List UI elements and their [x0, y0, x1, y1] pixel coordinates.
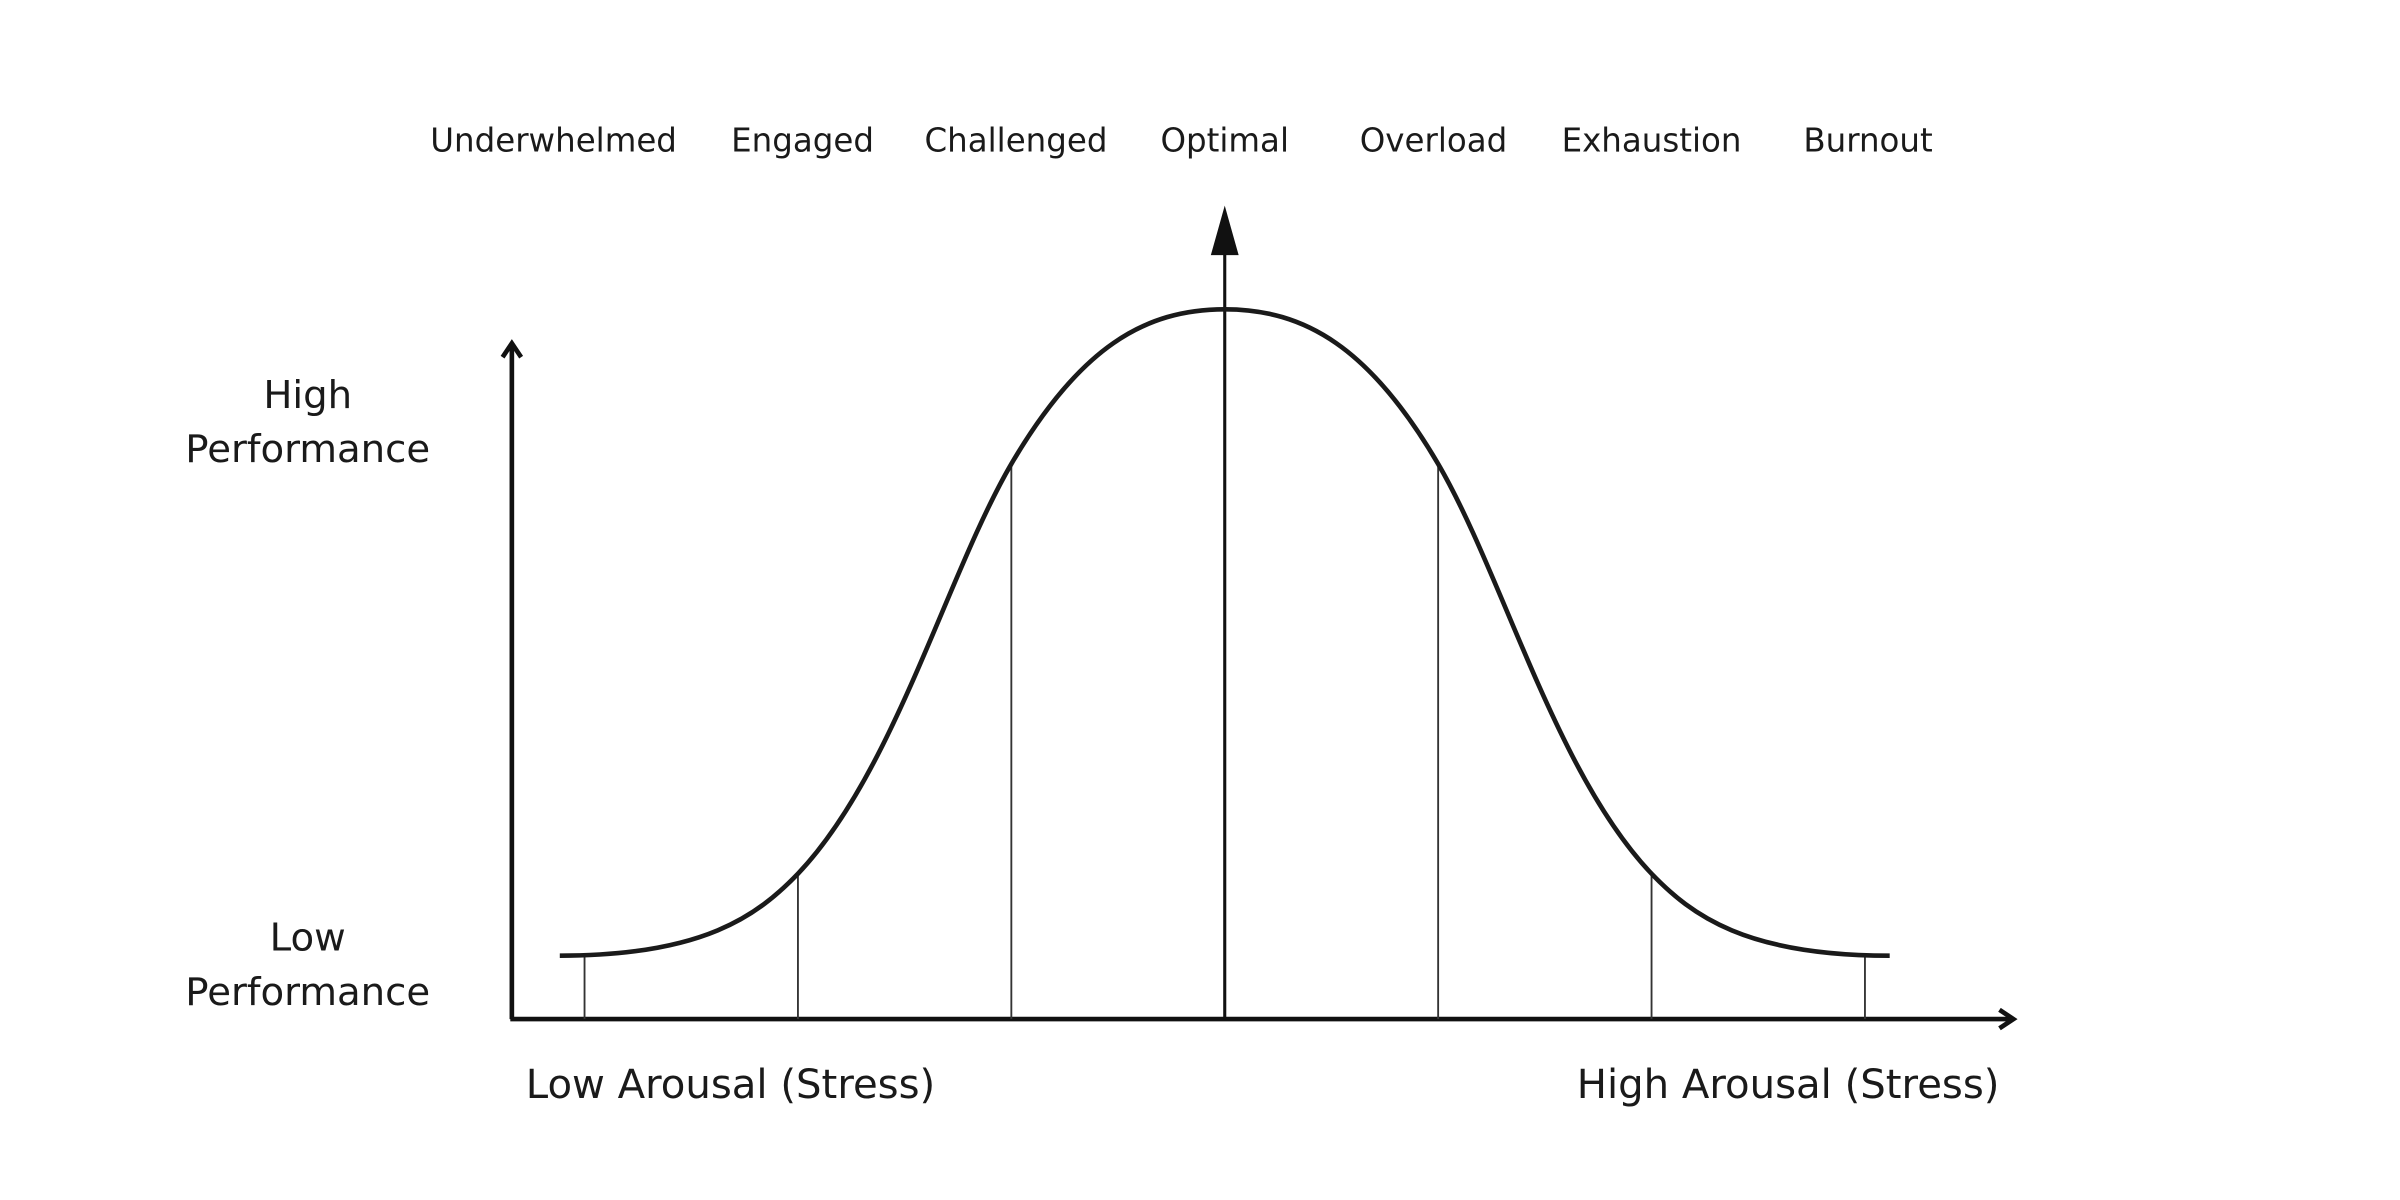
- performance-curve: [559, 306, 1890, 958]
- zone-label: Exhaustion: [1562, 121, 1742, 159]
- x-high-label: High Arousal (Stress): [1577, 1062, 2000, 1108]
- y-low-label: Performance: [185, 970, 430, 1015]
- zone-label: Engaged: [731, 121, 874, 159]
- y-low-label: Low: [270, 916, 346, 961]
- zone-label: Burnout: [1803, 121, 1932, 159]
- zone-label: Challenged: [925, 121, 1108, 159]
- zone-label: Overload: [1360, 121, 1508, 159]
- zone-label: Underwhelmed: [430, 121, 677, 159]
- y-high-label: High: [263, 373, 352, 418]
- optimal-arrow: [1210, 205, 1239, 256]
- y-high-label: Performance: [185, 427, 430, 472]
- x-axis-arrow: [1998, 1007, 2018, 1031]
- y-axis-arrow: [500, 339, 524, 359]
- x-low-label: Low Arousal (Stress): [526, 1062, 935, 1108]
- zone-label: Optimal: [1161, 121, 1289, 159]
